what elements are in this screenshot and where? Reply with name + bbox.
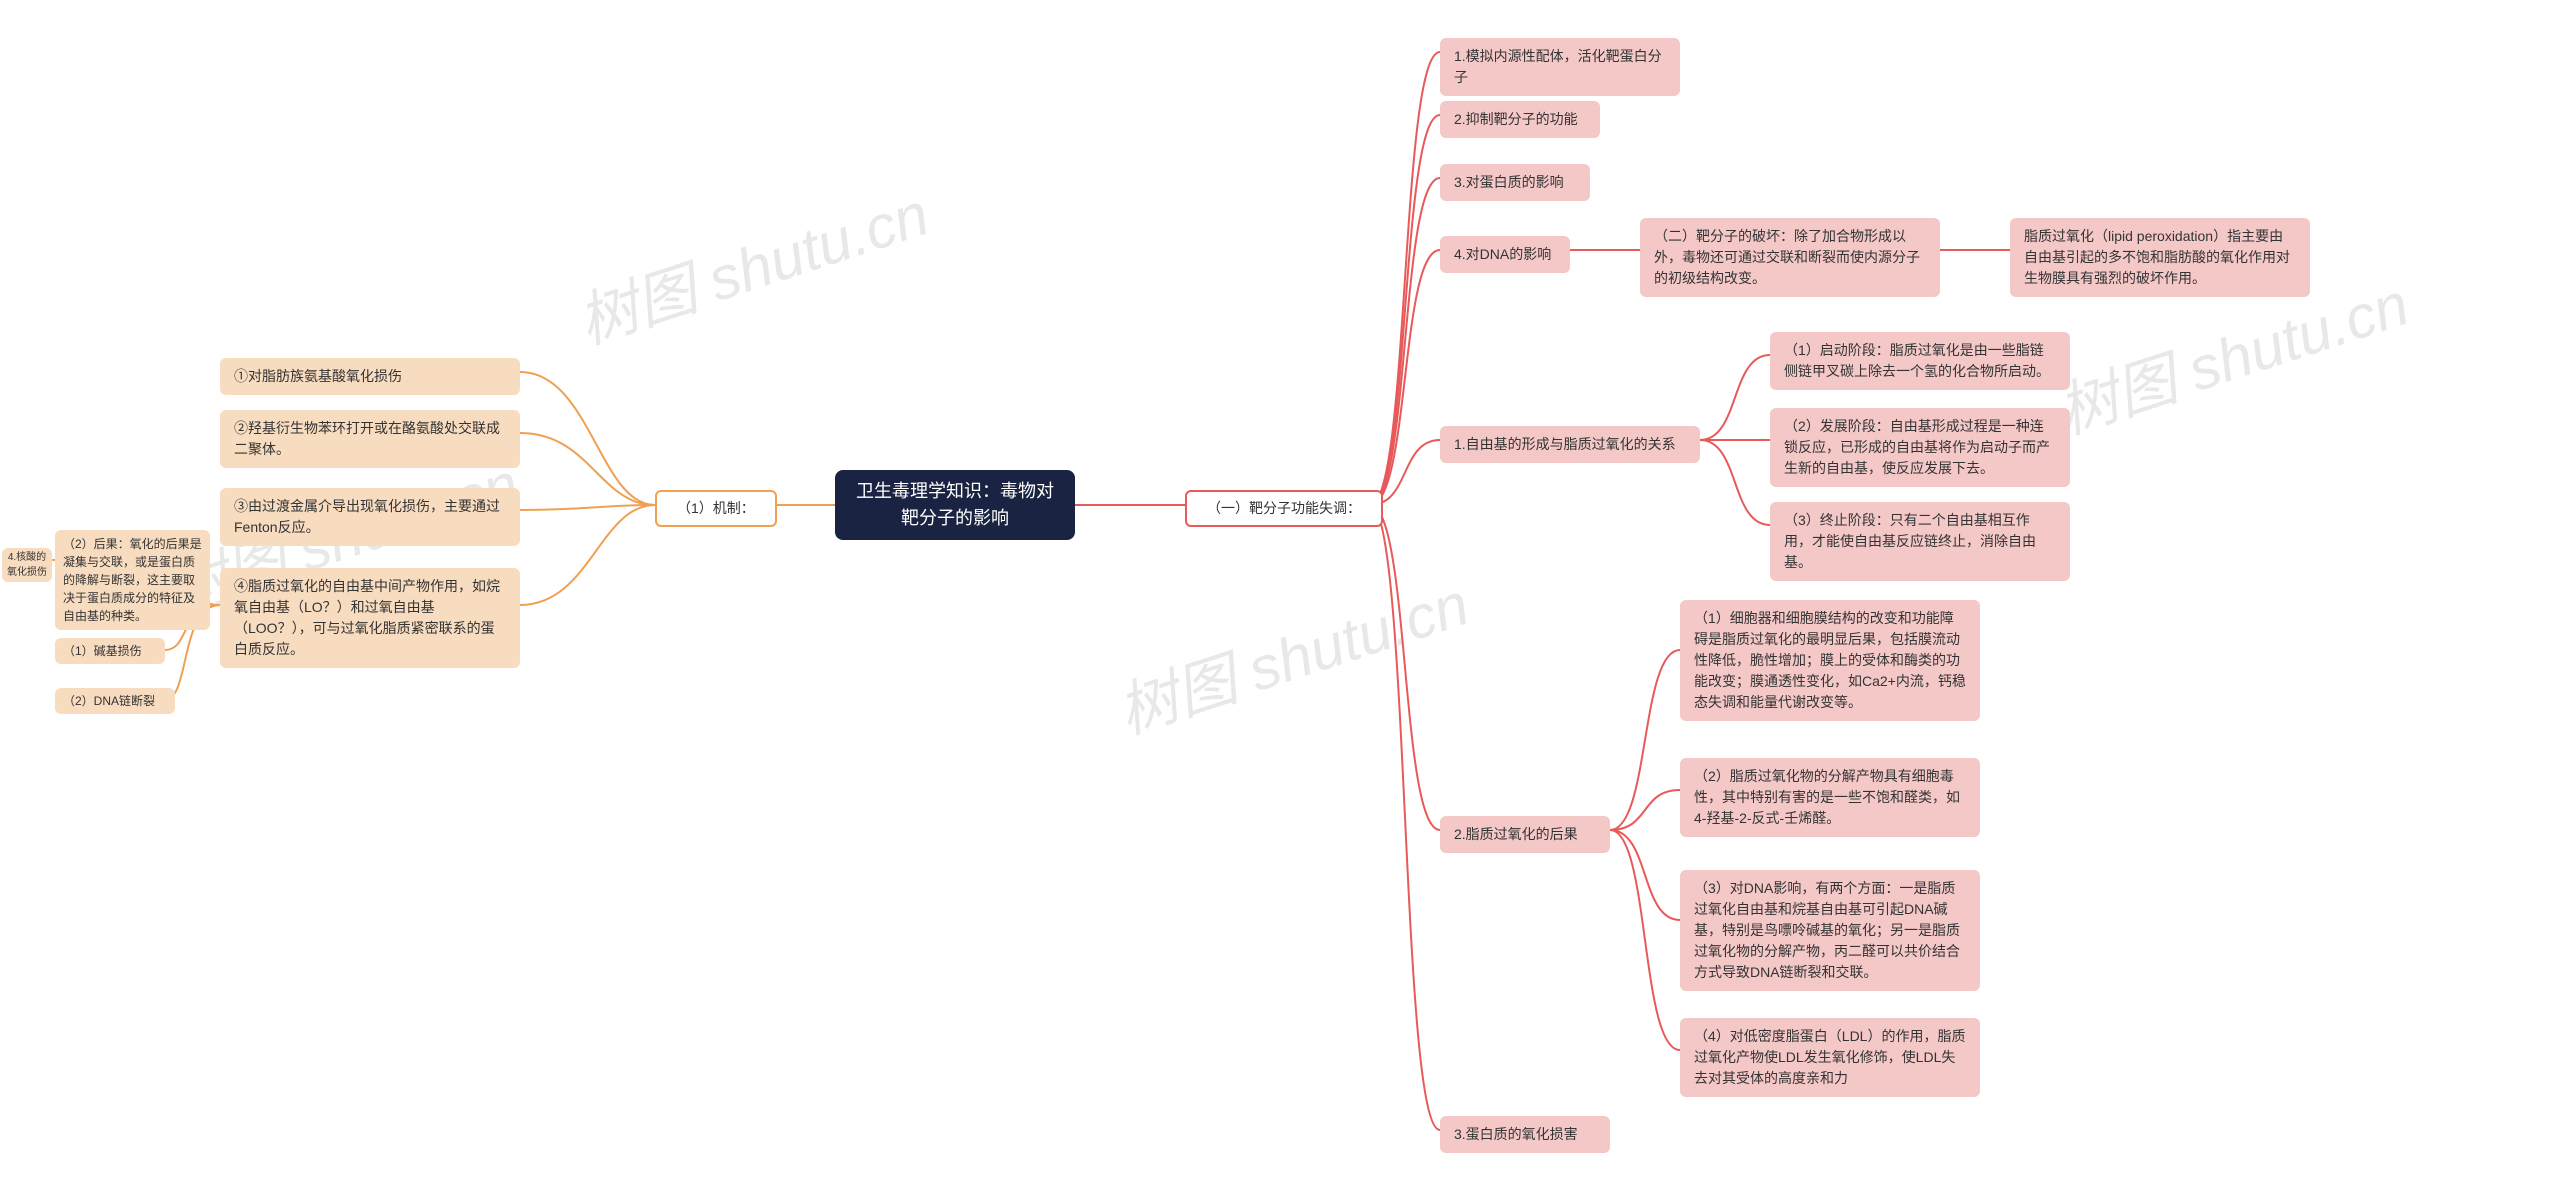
left-item-1: ①对脂肪族氨基酸氧化损伤 xyxy=(220,358,520,395)
right-item-6: 2.脂质过氧化的后果 xyxy=(1440,816,1610,853)
right-item-7: 3.蛋白质的氧化损害 xyxy=(1440,1116,1610,1153)
dna-chain-1: （二）靶分子的破坏：除了加合物形成以外，毒物还可通过交联和断裂而使内源分子的初级… xyxy=(1640,218,1940,297)
perox-result-2: （2）脂质过氧化物的分解产物具有细胞毒性，其中特别有害的是一些不饱和醛类，如4-… xyxy=(1680,758,1980,837)
perox-result-1: （1）细胞器和细胞膜结构的改变和功能障碍是脂质过氧化的最明显后果，包括膜流动性降… xyxy=(1680,600,1980,721)
left-sub-base: （1）碱基损伤 xyxy=(55,638,165,664)
root-node: 卫生毒理学知识：毒物对靶分子的影响 xyxy=(835,470,1075,540)
right-item-4: 4.对DNA的影响 xyxy=(1440,236,1570,273)
perox-result-4: （4）对低密度脂蛋白（LDL）的作用，脂质过氧化产物使LDL发生氧化修饰，使LD… xyxy=(1680,1018,1980,1097)
left-branch: （1）机制： xyxy=(655,490,777,527)
left-item-3: ③由过渡金属介导出现氧化损伤，主要通过Fenton反应。 xyxy=(220,488,520,546)
watermark: 树图 shutu.cn xyxy=(565,166,938,361)
right-item-3: 3.对蛋白质的影响 xyxy=(1440,164,1590,201)
radical-stage-2: （2）发展阶段：自由基形成过程是一种连锁反应，已形成的自由基将作为启动子而产生新… xyxy=(1770,408,2070,487)
right-branch: （一）靶分子功能失调： xyxy=(1185,490,1383,527)
left-item-4: ④脂质过氧化的自由基中间产物作用，如烷氧自由基（LO？）和过氧自由基（LOO？）… xyxy=(220,568,520,668)
right-item-2: 2.抑制靶分子的功能 xyxy=(1440,101,1600,138)
left-sub-dna: （2）DNA链断裂 xyxy=(55,688,175,714)
left-item-2: ②羟基衍生物苯环打开或在酪氨酸处交联成二聚体。 xyxy=(220,410,520,468)
radical-stage-3: （3）终止阶段：只有二个自由基相互作用，才能使自由基反应链终止，消除自由基。 xyxy=(1770,502,2070,581)
right-item-1: 1.模拟内源性配体，活化靶蛋白分子 xyxy=(1440,38,1680,96)
watermark: 树图 shutu.cn xyxy=(1105,556,1478,751)
left-leaf-nucleic: 4.核酸的氧化损伤 xyxy=(2,548,52,582)
right-item-5: 1.自由基的形成与脂质过氧化的关系 xyxy=(1440,426,1700,463)
perox-result-3: （3）对DNA影响，有两个方面：一是脂质过氧化自由基和烷基自由基可引起DNA碱基… xyxy=(1680,870,1980,991)
radical-stage-1: （1）启动阶段：脂质过氧化是由一些脂链侧链甲叉碳上除去一个氢的化合物所启动。 xyxy=(1770,332,2070,390)
left-sub-result: （2）后果：氧化的后果是凝集与交联，或是蛋白质的降解与断裂，这主要取决于蛋白质成… xyxy=(55,530,210,630)
dna-chain-2: 脂质过氧化（lipid peroxidation）指主要由自由基引起的多不饱和脂… xyxy=(2010,218,2310,297)
